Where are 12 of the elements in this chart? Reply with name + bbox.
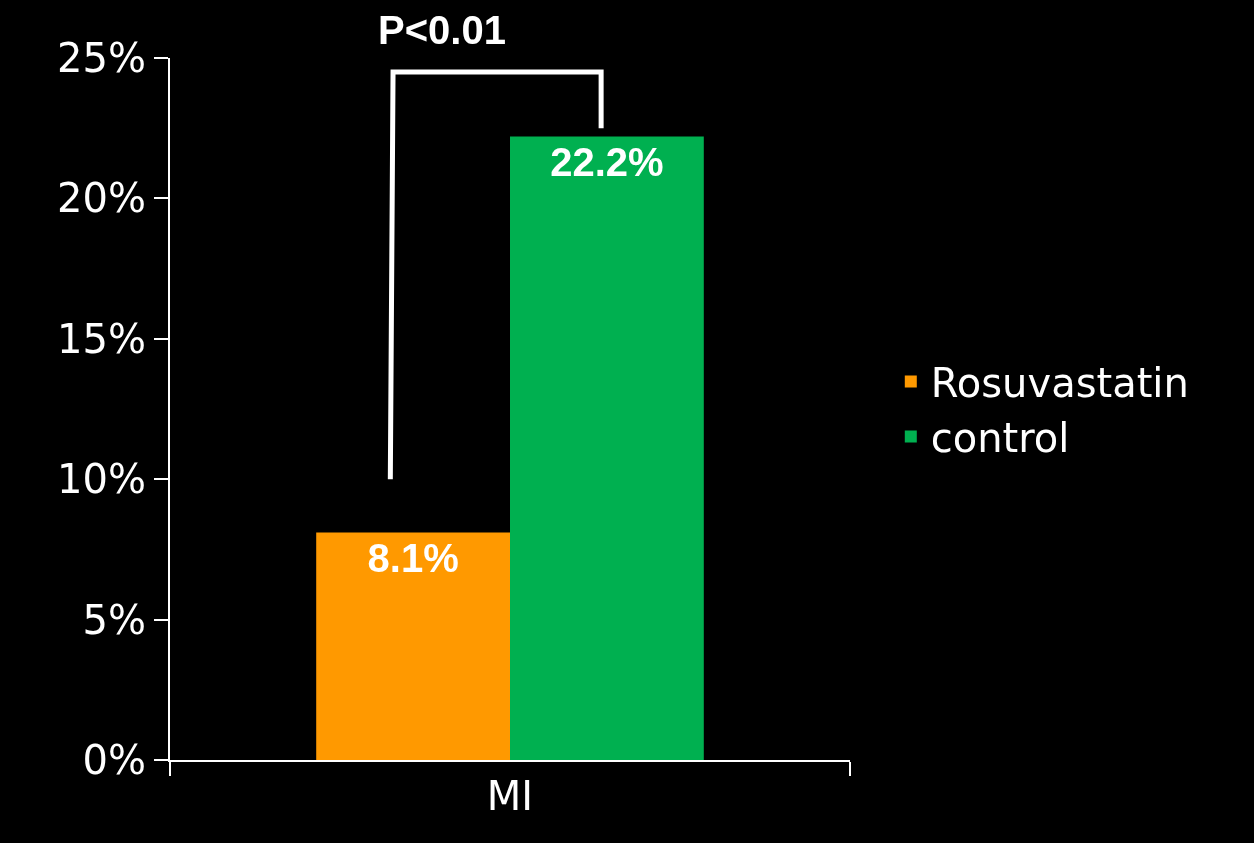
data-label: 22.2% [550, 139, 664, 184]
y-tick-label: 5% [82, 596, 146, 643]
y-tick-label: 15% [57, 315, 146, 362]
legend-label: control [930, 415, 1070, 462]
y-tick-label: 20% [57, 175, 146, 222]
y-tick-label: 0% [82, 737, 146, 783]
data-label: 8.1% [367, 535, 459, 580]
x-tick-label: MI [486, 773, 534, 819]
y-tick-label: 25% [57, 35, 146, 81]
y-tick-label: 10% [57, 456, 146, 503]
text: P<0.01 [378, 8, 506, 52]
legend-label: Rosuvastatin [930, 360, 1189, 407]
